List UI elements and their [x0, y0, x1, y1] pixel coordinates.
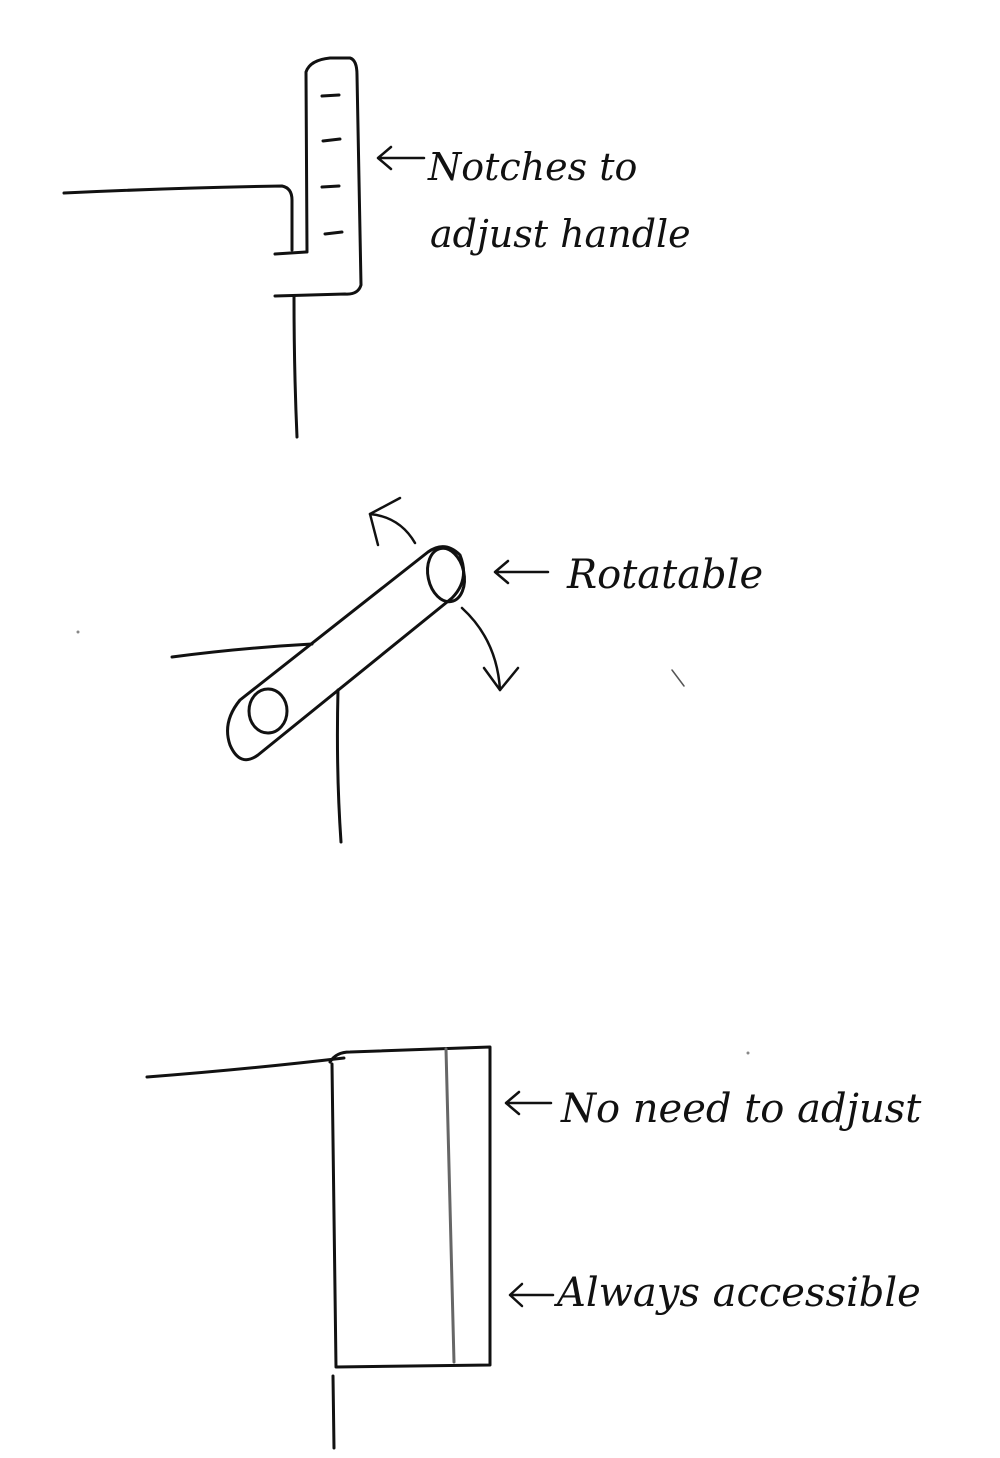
- notch: [320, 93, 341, 98]
- notches-label-line2: adjust handle: [430, 212, 691, 256]
- handle-bar: [226, 545, 466, 762]
- grip-end: [247, 687, 289, 735]
- notch: [323, 230, 344, 236]
- pivot-end: [426, 546, 466, 604]
- door-top-edge: [145, 1056, 346, 1079]
- stray-pencil-mark: [671, 669, 685, 687]
- left-arrow-icon: [508, 1282, 555, 1308]
- annotation-no-need: No need to adjust: [504, 1086, 922, 1132]
- handle-grip-groove: [444, 1047, 456, 1364]
- door-vertical-edge: [335, 688, 343, 844]
- design-notched-handle: [62, 56, 363, 439]
- curved-arrow-down-icon: [460, 606, 520, 692]
- door-edge-lower: [273, 250, 308, 256]
- no-need-label: No need to adjust: [560, 1086, 922, 1132]
- curved-arrow-up-icon: [368, 496, 417, 547]
- always-accessible-label: Always accessible: [553, 1270, 921, 1316]
- notch: [321, 137, 342, 143]
- rotatable-label: Rotatable: [566, 552, 763, 598]
- door-vertical-edge: [331, 1374, 336, 1450]
- door-vertical-edge: [292, 294, 299, 439]
- paper-specks: [76, 630, 750, 1055]
- design-rotatable-handle: [170, 496, 685, 844]
- handle-plate: [273, 56, 363, 298]
- left-arrow-icon: [493, 559, 550, 585]
- notches-label-line1: Notches to: [427, 145, 637, 189]
- handle-outline: [328, 1045, 492, 1369]
- left-arrow-icon: [376, 145, 426, 171]
- annotation-notches: Notches to adjust handle: [376, 145, 691, 256]
- door-top-edge: [170, 642, 314, 659]
- door-top-edge: [62, 184, 294, 252]
- left-arrow-icon: [504, 1090, 553, 1116]
- adjust-notches: [320, 93, 344, 236]
- notch: [320, 184, 341, 189]
- design-edge-handle: [145, 1045, 492, 1450]
- annotation-rotatable: Rotatable: [493, 552, 763, 598]
- annotation-always-accessible: Always accessible: [508, 1270, 921, 1316]
